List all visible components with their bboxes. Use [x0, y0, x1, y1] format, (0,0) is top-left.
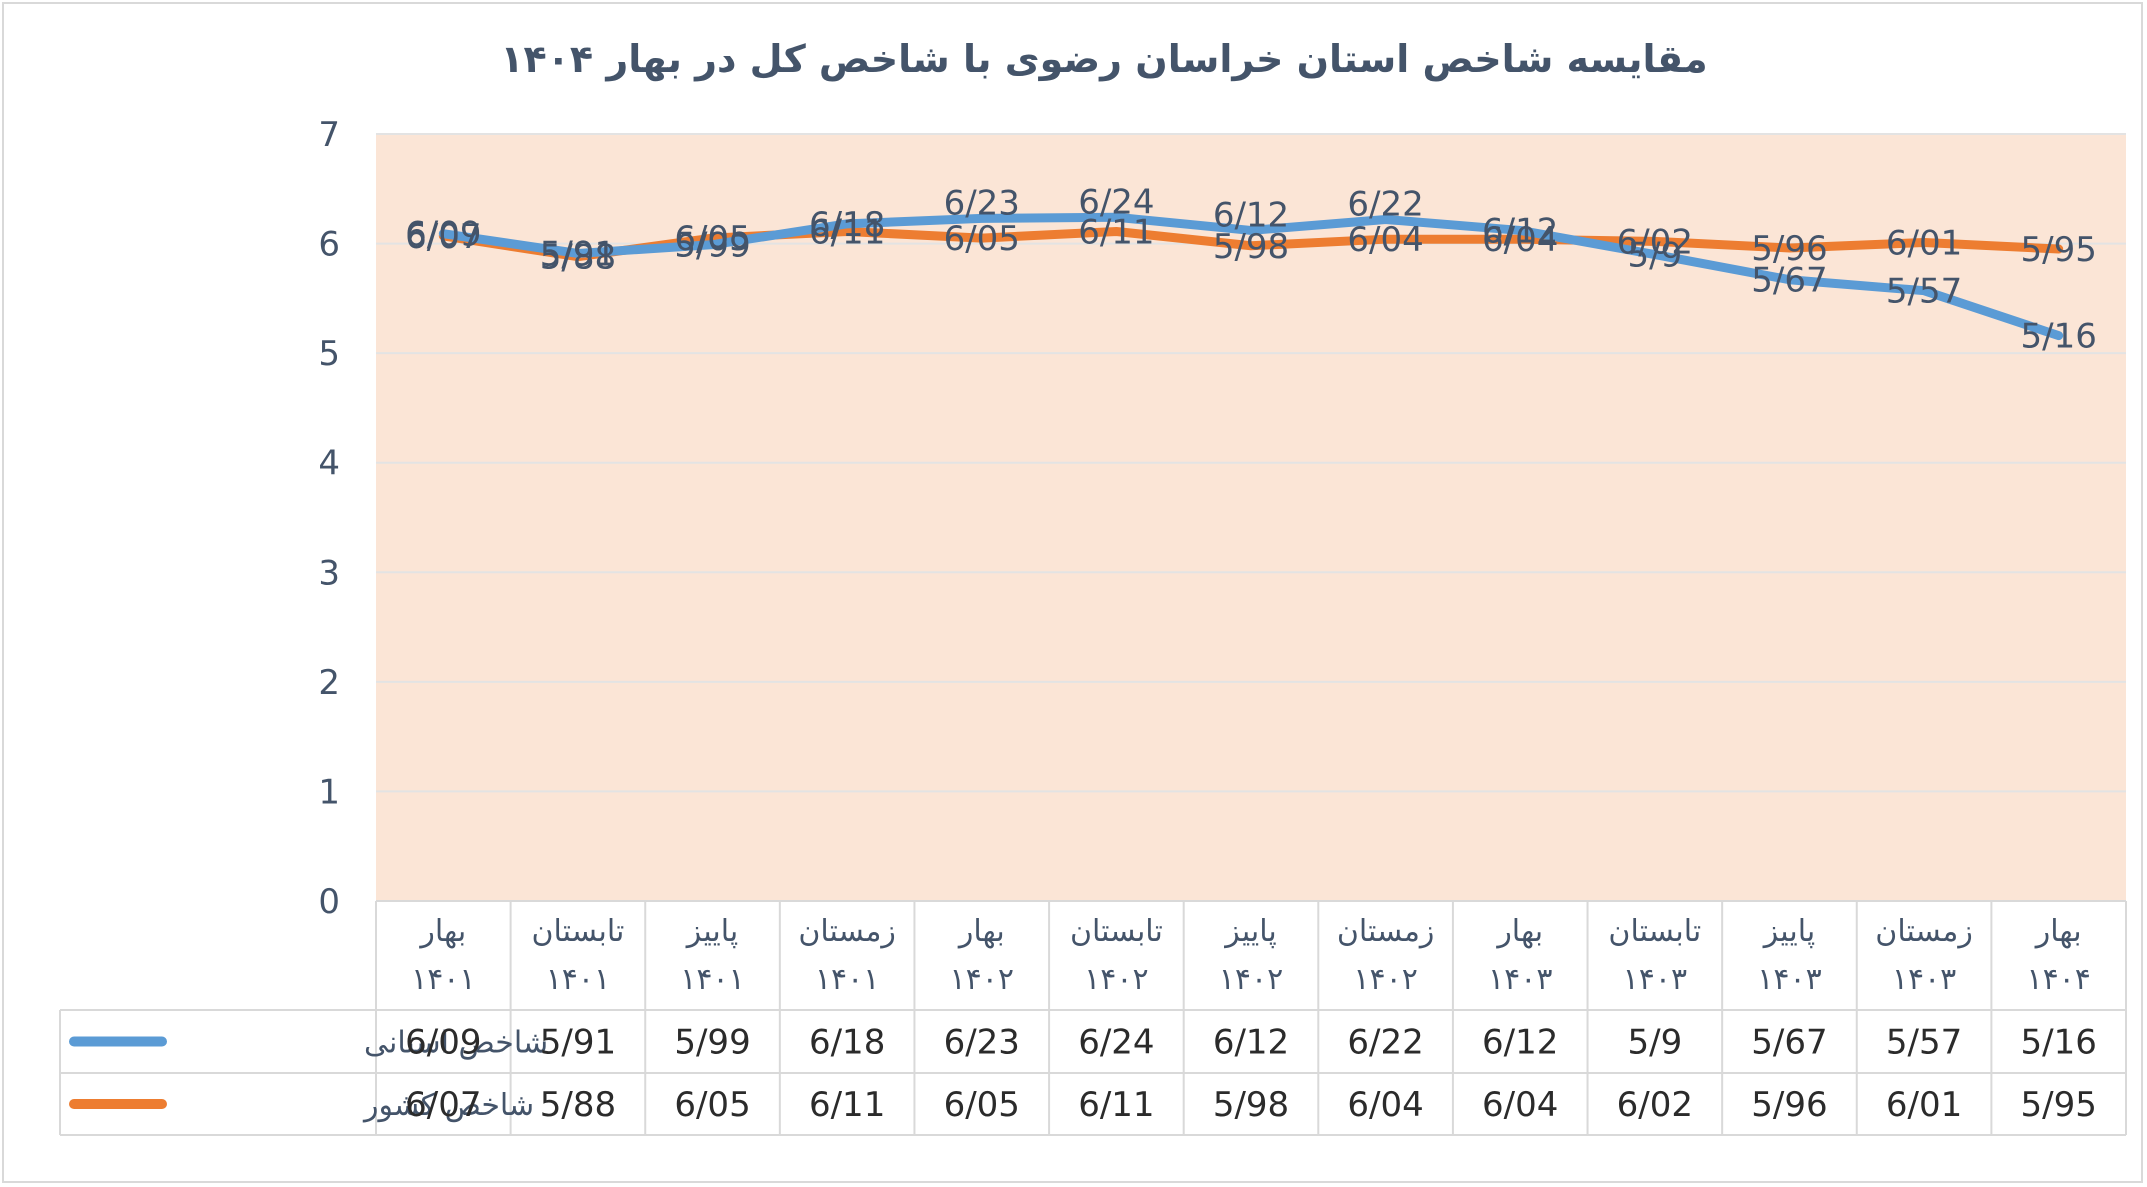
plot-area: 0 1 2 3 4 5 6 7 بهار ۱۴۰۱ تابستان ۱۴۰۱ پاییز ۱۴۰۱ زمست…: [59, 115, 2127, 1136]
table-cell-value: 6/05: [674, 1085, 750, 1125]
data-label: 5/67: [1751, 261, 1827, 301]
data-label: 6/02: [1617, 222, 1693, 262]
y-tick-label: 6: [318, 225, 340, 265]
table-cell-value: 6/24: [1078, 1023, 1154, 1063]
category-label-season: پاییز: [1762, 914, 1815, 949]
data-label: 6/05: [944, 219, 1020, 259]
category-label-year: ۱۴۰۱: [680, 962, 744, 997]
chart-title: مقایسه شاخص استان خراسان رضوی با شاخص کل…: [500, 37, 1707, 81]
data-label: 6/04: [1482, 220, 1558, 260]
table-cell-value: 6/22: [1347, 1023, 1423, 1063]
category-label-season: زمستان: [798, 914, 896, 949]
table-cell-value: 6/12: [1482, 1023, 1558, 1063]
plot-background: [376, 134, 2126, 901]
table-cell-value: 5/95: [2021, 1085, 2097, 1125]
category-label-year: ۱۴۰۲: [1219, 962, 1283, 997]
table-cell-value: 5/9: [1627, 1023, 1682, 1063]
category-label-season: پاییز: [1223, 914, 1276, 949]
category-label-year: ۱۴۰۱: [815, 962, 879, 997]
category-label-season: بهار: [418, 914, 466, 949]
table-cell-value: 6/11: [809, 1085, 885, 1125]
data-label: 6/04: [1347, 220, 1423, 260]
category-label-season: تابستان: [1070, 914, 1163, 949]
series-line-provincial: [438, 212, 2064, 341]
data-label: 5/16: [2021, 317, 2097, 357]
data-label: 6/11: [1078, 213, 1154, 253]
data-label: 6/01: [1886, 223, 1962, 263]
data-label: 5/88: [540, 238, 616, 278]
table-cell-value: 6/01: [1886, 1085, 1962, 1125]
data-label: 5/95: [2021, 230, 2097, 270]
category-label-year: ۱۴۰۴: [2026, 962, 2090, 997]
data-label: 6/23: [944, 183, 1020, 223]
category-label-season: تابستان: [532, 914, 625, 949]
data-label: 5/57: [1886, 272, 1962, 312]
data-label: 5/91: [540, 234, 616, 274]
category-label-season: زمستان: [1337, 914, 1435, 949]
category-label-year: ۱۴۰۲: [1353, 962, 1417, 997]
data-label: 6/09: [405, 215, 481, 255]
table-cell-value: 6/11: [1078, 1085, 1154, 1125]
y-tick-label: 5: [318, 334, 340, 374]
table-cell-value: 5/91: [540, 1023, 616, 1063]
data-label: 6/12: [1213, 195, 1289, 235]
category-label-year: ۱۴۰۲: [950, 962, 1014, 997]
table-cell-value: 6/07: [405, 1085, 481, 1125]
table-cell-value: 5/88: [540, 1085, 616, 1125]
table-cell-value: 6/23: [944, 1023, 1020, 1063]
category-label-year: ۱۴۰۳: [1892, 962, 1956, 997]
y-tick-label: 0: [318, 882, 340, 922]
table-cell-value: 5/57: [1886, 1023, 1962, 1063]
table-cell-value: 6/09: [405, 1023, 481, 1063]
category-label-season: تابستان: [1608, 914, 1701, 949]
table-cell-value: 6/12: [1213, 1023, 1289, 1063]
table-cell-value: 5/98: [1213, 1085, 1289, 1125]
table-cell-value: 5/99: [674, 1023, 750, 1063]
data-label: 5/96: [1751, 229, 1827, 269]
data-label: 6/11: [809, 213, 885, 253]
data-label: 6/22: [1347, 184, 1423, 224]
data-label: 6/24: [1078, 182, 1154, 222]
line-chart: مقایسه شاخص استان خراسان رضوی با شاخص کل…: [59, 37, 2127, 1136]
category-label-year: ۱۴۰۳: [1488, 962, 1552, 997]
category-label-season: زمستان: [1875, 914, 1973, 949]
category-label-year: ۱۴۰۱: [411, 962, 475, 997]
category-label-year: ۱۴۰۲: [1084, 962, 1148, 997]
table-cell-value: 6/05: [944, 1085, 1020, 1125]
data-label: 6/12: [1482, 211, 1558, 251]
y-tick-label: 2: [318, 663, 340, 703]
data-label: 6/07: [405, 217, 481, 257]
table-cell-value: 6/04: [1482, 1085, 1558, 1125]
data-label: 5/99: [674, 226, 750, 266]
category-label-season: بهار: [1495, 914, 1543, 949]
legend-label: شاخص کشور: [362, 1088, 534, 1123]
category-label-season: پاییز: [685, 914, 738, 949]
data-label: 6/05: [674, 219, 750, 259]
series-line-national: [438, 227, 2064, 262]
data-label: 5/98: [1213, 227, 1289, 267]
category-label-year: ۱۴۰۳: [1757, 962, 1821, 997]
table-cell-value: 6/04: [1347, 1085, 1423, 1125]
table-cell-value: 6/18: [809, 1023, 885, 1063]
category-label-year: ۱۴۰۱: [546, 962, 610, 997]
y-tick-label: 4: [318, 444, 340, 484]
table-cell-value: 5/16: [2021, 1023, 2097, 1063]
table-cell-value: 6/02: [1617, 1085, 1693, 1125]
data-label: 5/9: [1627, 236, 1682, 276]
category-label-season: بهار: [957, 914, 1005, 949]
y-tick-label: 3: [318, 553, 340, 593]
legend-label: شاخص استانی: [364, 1026, 548, 1061]
data-label: 6/18: [809, 205, 885, 245]
y-tick-label: 1: [318, 772, 340, 812]
y-tick-label: 7: [318, 115, 340, 155]
table-cell-value: 5/67: [1751, 1023, 1827, 1063]
category-label-year: ۱۴۰۳: [1623, 962, 1687, 997]
table-cell-value: 5/96: [1751, 1085, 1827, 1125]
category-label-season: بهار: [2034, 914, 2082, 949]
